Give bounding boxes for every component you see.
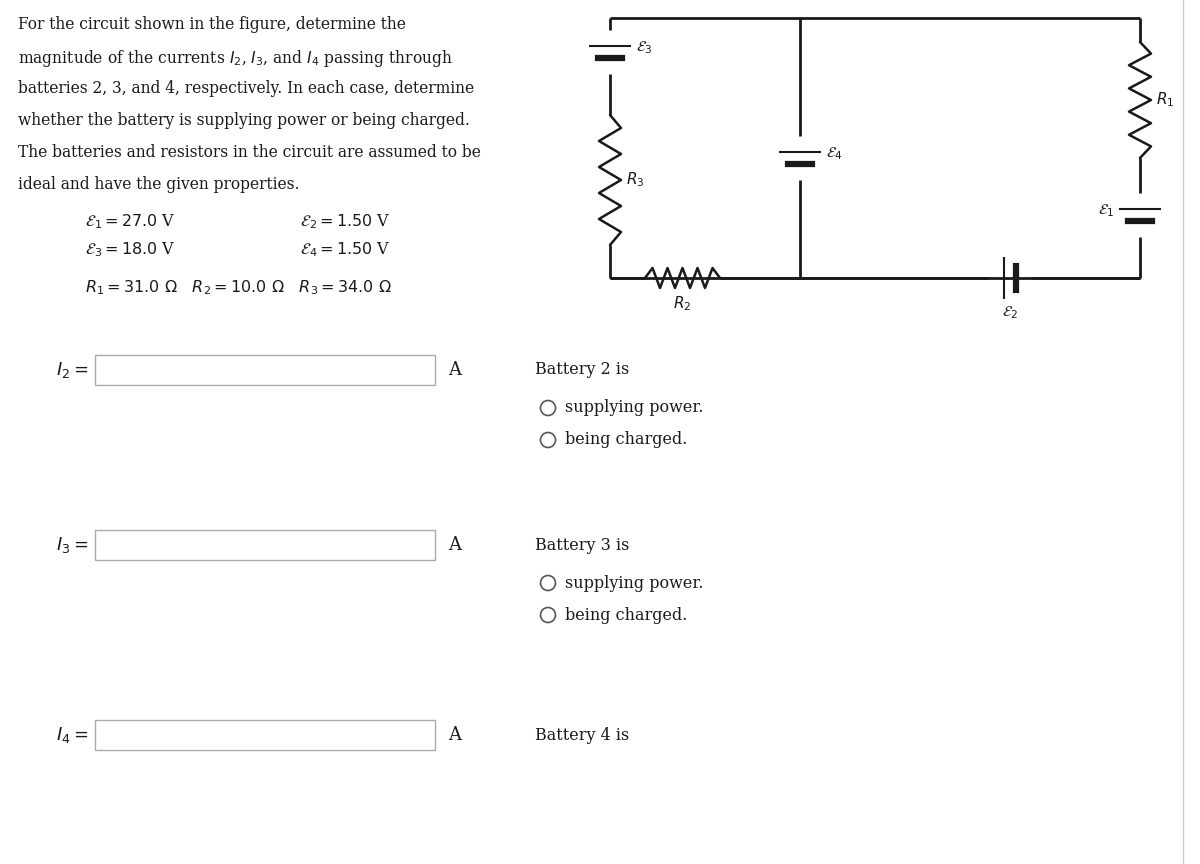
Text: $\mathcal{E}_2$: $\mathcal{E}_2$: [1002, 304, 1018, 321]
Text: A: A: [448, 536, 461, 554]
Text: supplying power.: supplying power.: [565, 575, 703, 592]
Text: supplying power.: supplying power.: [565, 399, 703, 416]
Text: $\mathcal{E}_4 = 1.50$ V: $\mathcal{E}_4 = 1.50$ V: [300, 240, 391, 258]
Text: The batteries and resistors in the circuit are assumed to be: The batteries and resistors in the circu…: [18, 144, 481, 161]
Text: $I_2 =$: $I_2 =$: [55, 360, 88, 380]
Text: $\mathcal{E}_2 = 1.50$ V: $\mathcal{E}_2 = 1.50$ V: [300, 212, 391, 231]
Text: $R_1$: $R_1$: [1156, 91, 1175, 110]
Bar: [95, 720, 436, 750]
Bar: [95, 355, 436, 385]
Circle shape: [540, 607, 556, 622]
Text: $I_3 =$: $I_3 =$: [55, 535, 88, 555]
Text: $R_3$: $R_3$: [626, 171, 644, 189]
Text: A: A: [448, 361, 461, 379]
Circle shape: [540, 433, 556, 448]
Text: Battery 2 is: Battery 2 is: [535, 361, 629, 378]
Text: batteries 2, 3, and 4, respectively. In each case, determine: batteries 2, 3, and 4, respectively. In …: [18, 80, 474, 97]
Text: Battery 4 is: Battery 4 is: [535, 727, 629, 744]
Text: For the circuit shown in the figure, determine the: For the circuit shown in the figure, det…: [18, 16, 406, 33]
Text: whether the battery is supplying power or being charged.: whether the battery is supplying power o…: [18, 112, 470, 129]
Text: $\mathcal{E}_1 = 27.0$ V: $\mathcal{E}_1 = 27.0$ V: [85, 212, 175, 231]
Text: ideal and have the given properties.: ideal and have the given properties.: [18, 176, 300, 193]
Text: $I_4 =$: $I_4 =$: [55, 725, 88, 745]
Text: being charged.: being charged.: [565, 431, 688, 448]
Bar: [95, 530, 436, 560]
Text: Battery 3 is: Battery 3 is: [535, 537, 629, 554]
Text: magnitude of the currents $I_2$, $I_3$, and $I_4$ passing through: magnitude of the currents $I_2$, $I_3$, …: [18, 48, 452, 69]
Text: $\mathcal{E}_4$: $\mathcal{E}_4$: [826, 146, 842, 162]
Text: $\mathcal{E}_1$: $\mathcal{E}_1$: [1098, 203, 1114, 219]
Text: $\mathcal{E}_3 = 18.0$ V: $\mathcal{E}_3 = 18.0$ V: [85, 240, 175, 258]
Text: being charged.: being charged.: [565, 607, 688, 624]
Text: A: A: [448, 726, 461, 744]
Circle shape: [540, 401, 556, 416]
Text: $R_1 = 31.0\ \Omega \quad R_2 = 10.0\ \Omega \quad R_3 = 34.0\ \Omega$: $R_1 = 31.0\ \Omega \quad R_2 = 10.0\ \O…: [85, 278, 391, 296]
Circle shape: [540, 575, 556, 590]
Text: $R_2$: $R_2$: [673, 294, 691, 313]
Text: $\mathcal{E}_3$: $\mathcal{E}_3$: [636, 40, 653, 56]
